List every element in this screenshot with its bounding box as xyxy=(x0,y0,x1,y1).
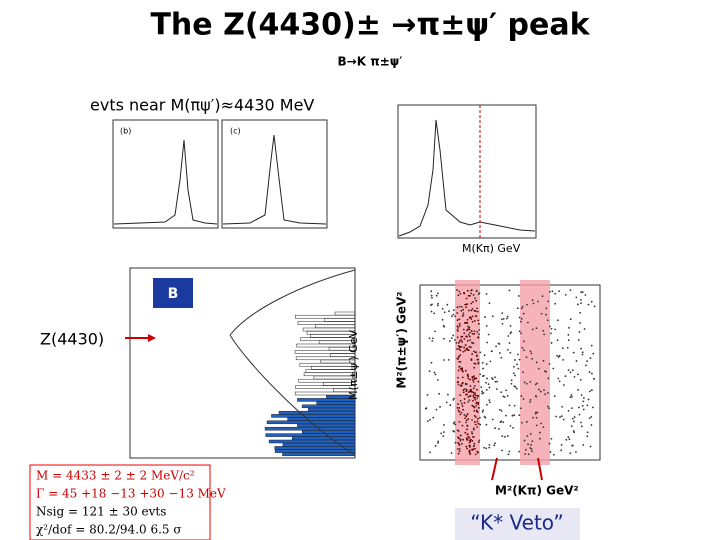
subtitle: B→K π±ψ′ xyxy=(338,55,403,69)
kpi-axis-label: M(Kπ) GeV xyxy=(462,242,521,255)
svg-text:B: B xyxy=(168,286,179,302)
fit-result: Nsig = 121 ± 30 evts xyxy=(36,505,166,519)
fit-result: Γ = 45 +18 −13 +30 −13 MeV xyxy=(36,487,226,501)
mass-axis-label: M(π±ψ′) GeV xyxy=(347,330,360,400)
kpi-plot xyxy=(397,104,537,239)
dalitz-plot xyxy=(419,280,601,465)
dalitz-x-label: M²(Kπ) GeV² xyxy=(495,484,579,498)
mbc-de-plots: (b) (c) xyxy=(112,119,328,229)
veto-arrow xyxy=(491,457,498,481)
fit-result: χ²/dof = 80.2/94.0 6.5 σ xyxy=(36,523,182,537)
svg-text:(c): (c) xyxy=(230,127,241,136)
slide-title: The Z(4430)± →π±ψ′ peak xyxy=(150,8,590,43)
mass-histogram: B xyxy=(129,267,356,459)
svg-text:(b): (b) xyxy=(120,127,131,136)
z-label: Z(4430) xyxy=(40,330,104,349)
veto-arrow xyxy=(537,457,543,481)
fit-result: M = 4433 ± 2 ± 2 MeV/c² xyxy=(36,469,195,483)
dalitz-y-label: M²(π±ψ′) GeV² xyxy=(395,291,409,388)
veto-box xyxy=(455,508,580,540)
selection-label: evts near M(πψ′)≈4430 MeV xyxy=(90,96,314,115)
fit-box xyxy=(29,464,211,540)
z-arrowhead xyxy=(148,334,156,342)
veto-label: “K* Veto” xyxy=(470,511,563,535)
